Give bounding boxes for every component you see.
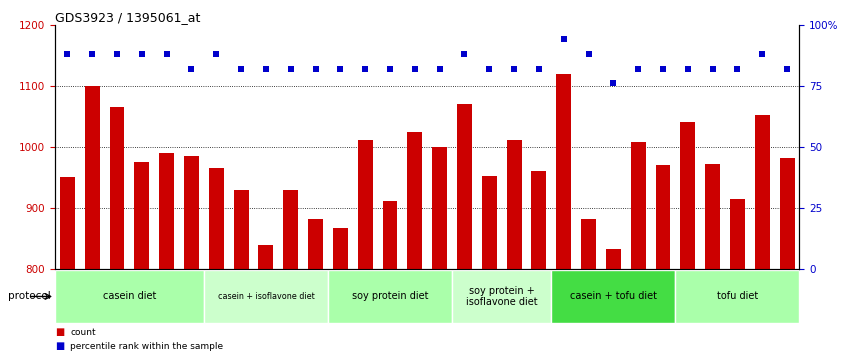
- Bar: [656, 165, 670, 269]
- Point: [160, 51, 173, 57]
- Bar: [408, 132, 422, 269]
- Point: [309, 66, 322, 72]
- Point: [631, 66, 645, 72]
- Point: [284, 66, 298, 72]
- Point: [110, 51, 124, 57]
- Point: [184, 66, 198, 72]
- Bar: [675, 270, 799, 323]
- Bar: [85, 86, 100, 269]
- Text: casein + isoflavone diet: casein + isoflavone diet: [217, 292, 315, 301]
- Bar: [55, 270, 204, 323]
- Text: soy protein diet: soy protein diet: [352, 291, 428, 302]
- Bar: [209, 168, 223, 269]
- Bar: [631, 142, 645, 269]
- Text: soy protein +
isoflavone diet: soy protein + isoflavone diet: [466, 286, 537, 307]
- Point: [61, 51, 74, 57]
- Text: ■: ■: [55, 327, 64, 337]
- Bar: [452, 270, 552, 323]
- Bar: [552, 270, 675, 323]
- Bar: [432, 147, 447, 269]
- Bar: [680, 122, 695, 269]
- Text: tofu diet: tofu diet: [717, 291, 758, 302]
- Bar: [382, 201, 398, 269]
- Point: [557, 36, 570, 42]
- Point: [333, 66, 347, 72]
- Text: casein + tofu diet: casein + tofu diet: [570, 291, 656, 302]
- Bar: [457, 104, 472, 269]
- Point: [656, 66, 670, 72]
- Text: GDS3923 / 1395061_at: GDS3923 / 1395061_at: [55, 11, 201, 24]
- Bar: [308, 219, 323, 269]
- Point: [85, 51, 99, 57]
- Bar: [135, 162, 149, 269]
- Bar: [283, 190, 298, 269]
- Bar: [233, 190, 249, 269]
- Bar: [780, 158, 794, 269]
- Point: [582, 51, 596, 57]
- Point: [780, 66, 794, 72]
- Bar: [184, 156, 199, 269]
- Bar: [706, 164, 720, 269]
- Bar: [507, 139, 521, 269]
- Bar: [606, 250, 621, 269]
- Point: [706, 66, 719, 72]
- Point: [458, 51, 471, 57]
- Point: [482, 66, 496, 72]
- Point: [210, 51, 223, 57]
- Point: [755, 51, 769, 57]
- Bar: [730, 199, 744, 269]
- Point: [731, 66, 744, 72]
- Text: casein diet: casein diet: [102, 291, 157, 302]
- Bar: [581, 219, 596, 269]
- Point: [259, 66, 272, 72]
- Point: [681, 66, 695, 72]
- Bar: [204, 270, 328, 323]
- Point: [234, 66, 248, 72]
- Bar: [328, 270, 452, 323]
- Point: [433, 66, 447, 72]
- Bar: [259, 245, 273, 269]
- Bar: [110, 107, 124, 269]
- Point: [607, 81, 620, 86]
- Bar: [557, 74, 571, 269]
- Point: [532, 66, 546, 72]
- Text: count: count: [70, 328, 96, 337]
- Bar: [482, 176, 497, 269]
- Bar: [531, 171, 547, 269]
- Text: percentile rank within the sample: percentile rank within the sample: [70, 342, 223, 351]
- Bar: [60, 177, 74, 269]
- Bar: [333, 228, 348, 269]
- Bar: [358, 139, 372, 269]
- Point: [383, 66, 397, 72]
- Bar: [755, 115, 770, 269]
- Bar: [159, 153, 174, 269]
- Text: protocol: protocol: [8, 291, 51, 302]
- Point: [135, 51, 149, 57]
- Point: [508, 66, 521, 72]
- Text: ■: ■: [55, 342, 64, 352]
- Point: [408, 66, 421, 72]
- Point: [359, 66, 372, 72]
